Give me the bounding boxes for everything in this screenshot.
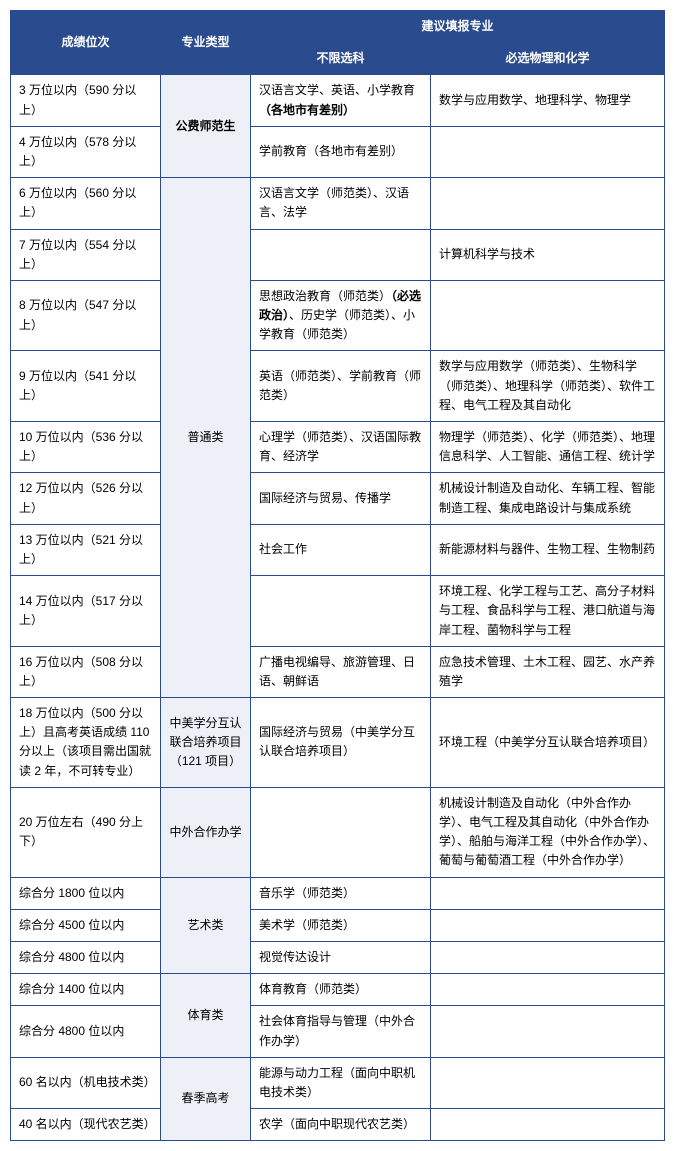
nolimit-cell: 社会体育指导与管理（中外合作办学） <box>251 1006 431 1057</box>
nolimit-cell: 国际经济与贸易（中美学分互认联合培养项目） <box>251 698 431 788</box>
physchem-cell <box>431 1109 665 1141</box>
physchem-cell <box>431 974 665 1006</box>
table-row: 8 万位以内（547 分以上） 思想政治教育（师范类）（必选政治）、历史学（师范… <box>11 280 665 351</box>
table-row: 10 万位以内（536 分以上） 心理学（师范类）、汉语国际教育、经济学 物理学… <box>11 422 665 473</box>
rank-cell: 40 名以内（现代农艺类） <box>11 1109 161 1141</box>
table-row: 14 万位以内（517 分以上） 环境工程、化学工程与工艺、高分子材料与工程、食… <box>11 576 665 647</box>
rank-cell: 60 名以内（机电技术类） <box>11 1057 161 1108</box>
nolimit-cell <box>251 229 431 280</box>
nolimit-cell: 农学（面向中职现代农艺类） <box>251 1109 431 1141</box>
physchem-cell: 新能源材料与器件、生物工程、生物制药 <box>431 524 665 575</box>
rank-cell: 综合分 1400 位以内 <box>11 974 161 1006</box>
nolimit-cell: 心理学（师范类）、汉语国际教育、经济学 <box>251 422 431 473</box>
type-cell: 公费师范生 <box>161 75 251 178</box>
type-cell: 中外合作办学 <box>161 787 251 877</box>
header-rec: 建议填报专业 <box>251 11 665 43</box>
physchem-cell: 数学与应用数学（师范类）、生物科学（师范类）、地理科学（师范类）、软件工程、电气… <box>431 351 665 422</box>
physchem-cell <box>431 126 665 177</box>
table-row: 综合分 4500 位以内 美术学（师范类） <box>11 909 665 941</box>
physchem-cell: 应急技术管理、土木工程、园艺、水产养殖学 <box>431 646 665 697</box>
nolimit-cell: 体育教育（师范类） <box>251 974 431 1006</box>
table-row: 16 万位以内（508 分以上） 广播电视编导、旅游管理、日语、朝鲜语 应急技术… <box>11 646 665 697</box>
table-row: 9 万位以内（541 分以上） 英语（师范类）、学前教育（师范类） 数学与应用数… <box>11 351 665 422</box>
physchem-cell: 机械设计制造及自动化（中外合作办学）、电气工程及其自动化（中外合作办学）、船舶与… <box>431 787 665 877</box>
table-row: 6 万位以内（560 分以上） 普通类 汉语言文学（师范类）、汉语言、法学 <box>11 178 665 229</box>
table-row: 综合分 4800 位以内 视觉传达设计 <box>11 941 665 973</box>
nolimit-cell: 能源与动力工程（面向中职机电技术类） <box>251 1057 431 1108</box>
physchem-cell: 环境工程（中美学分互认联合培养项目） <box>431 698 665 788</box>
table-row: 40 名以内（现代农艺类） 农学（面向中职现代农艺类） <box>11 1109 665 1141</box>
nolimit-cell: 音乐学（师范类） <box>251 877 431 909</box>
rank-cell: 18 万位以内（500 分以上）且高考英语成绩 110 分以上（该项目需出国就读… <box>11 698 161 788</box>
physchem-cell: 数学与应用数学、地理科学、物理学 <box>431 75 665 126</box>
header-physchem: 必选物理和化学 <box>431 43 665 75</box>
rank-cell: 8 万位以内（547 分以上） <box>11 280 161 351</box>
header-nolimit: 不限选科 <box>251 43 431 75</box>
table-row: 4 万位以内（578 分以上） 学前教育（各地市有差别） <box>11 126 665 177</box>
nolimit-cell: 国际经济与贸易、传播学 <box>251 473 431 524</box>
table-row: 综合分 1800 位以内 艺术类 音乐学（师范类） <box>11 877 665 909</box>
table-row: 60 名以内（机电技术类） 春季高考 能源与动力工程（面向中职机电技术类） <box>11 1057 665 1108</box>
physchem-cell: 机械设计制造及自动化、车辆工程、智能制造工程、集成电路设计与集成系统 <box>431 473 665 524</box>
physchem-cell <box>431 1057 665 1108</box>
nolimit-cell: 社会工作 <box>251 524 431 575</box>
rank-cell: 12 万位以内（526 分以上） <box>11 473 161 524</box>
nolimit-cell: 视觉传达设计 <box>251 941 431 973</box>
table-row: 7 万位以内（554 分以上） 计算机科学与技术 <box>11 229 665 280</box>
nolimit-cell <box>251 787 431 877</box>
type-cell: 体育类 <box>161 974 251 1058</box>
table-row: 20 万位左右（490 分上下） 中外合作办学 机械设计制造及自动化（中外合作办… <box>11 787 665 877</box>
type-cell: 普通类 <box>161 178 251 698</box>
physchem-cell <box>431 909 665 941</box>
rank-cell: 20 万位左右（490 分上下） <box>11 787 161 877</box>
rank-cell: 综合分 4500 位以内 <box>11 909 161 941</box>
rank-cell: 16 万位以内（508 分以上） <box>11 646 161 697</box>
nolimit-cell <box>251 576 431 647</box>
nolimit-cell: 英语（师范类）、学前教育（师范类） <box>251 351 431 422</box>
rank-cell: 10 万位以内（536 分以上） <box>11 422 161 473</box>
nolimit-cell: 广播电视编导、旅游管理、日语、朝鲜语 <box>251 646 431 697</box>
nolimit-cell: 学前教育（各地市有差别） <box>251 126 431 177</box>
table-row: 综合分 1400 位以内 体育类 体育教育（师范类） <box>11 974 665 1006</box>
table-row: 12 万位以内（526 分以上） 国际经济与贸易、传播学 机械设计制造及自动化、… <box>11 473 665 524</box>
header-rank: 成绩位次 <box>11 11 161 75</box>
physchem-cell: 环境工程、化学工程与工艺、高分子材料与工程、食品科学与工程、港口航道与海岸工程、… <box>431 576 665 647</box>
physchem-cell <box>431 941 665 973</box>
rank-cell: 7 万位以内（554 分以上） <box>11 229 161 280</box>
rank-cell: 综合分 4800 位以内 <box>11 941 161 973</box>
type-cell: 春季高考 <box>161 1057 251 1141</box>
rank-cell: 3 万位以内（590 分以上） <box>11 75 161 126</box>
nolimit-cell: 汉语言文学、英语、小学教育（各地市有差别） <box>251 75 431 126</box>
table-row: 综合分 4800 位以内 社会体育指导与管理（中外合作办学） <box>11 1006 665 1057</box>
table-row: 13 万位以内（521 分以上） 社会工作 新能源材料与器件、生物工程、生物制药 <box>11 524 665 575</box>
physchem-cell <box>431 280 665 351</box>
header-type: 专业类型 <box>161 11 251 75</box>
table-row: 18 万位以内（500 分以上）且高考英语成绩 110 分以上（该项目需出国就读… <box>11 698 665 788</box>
rank-cell: 14 万位以内（517 分以上） <box>11 576 161 647</box>
rank-cell: 综合分 4800 位以内 <box>11 1006 161 1057</box>
rank-cell: 6 万位以内（560 分以上） <box>11 178 161 229</box>
nolimit-cell: 汉语言文学（师范类）、汉语言、法学 <box>251 178 431 229</box>
admissions-table: 成绩位次 专业类型 建议填报专业 不限选科 必选物理和化学 3 万位以内（590… <box>10 10 665 1141</box>
physchem-cell: 物理学（师范类）、化学（师范类）、地理信息科学、人工智能、通信工程、统计学 <box>431 422 665 473</box>
nolimit-cell: 美术学（师范类） <box>251 909 431 941</box>
nolimit-cell: 思想政治教育（师范类）（必选政治）、历史学（师范类）、小学教育（师范类） <box>251 280 431 351</box>
table-row: 3 万位以内（590 分以上） 公费师范生 汉语言文学、英语、小学教育（各地市有… <box>11 75 665 126</box>
rank-cell: 4 万位以内（578 分以上） <box>11 126 161 177</box>
physchem-cell <box>431 178 665 229</box>
rank-cell: 13 万位以内（521 分以上） <box>11 524 161 575</box>
physchem-cell <box>431 1006 665 1057</box>
physchem-cell: 计算机科学与技术 <box>431 229 665 280</box>
type-cell: 艺术类 <box>161 877 251 974</box>
physchem-cell <box>431 877 665 909</box>
rank-cell: 9 万位以内（541 分以上） <box>11 351 161 422</box>
type-cell: 中美学分互认联合培养项目（121 项目） <box>161 698 251 788</box>
rank-cell: 综合分 1800 位以内 <box>11 877 161 909</box>
